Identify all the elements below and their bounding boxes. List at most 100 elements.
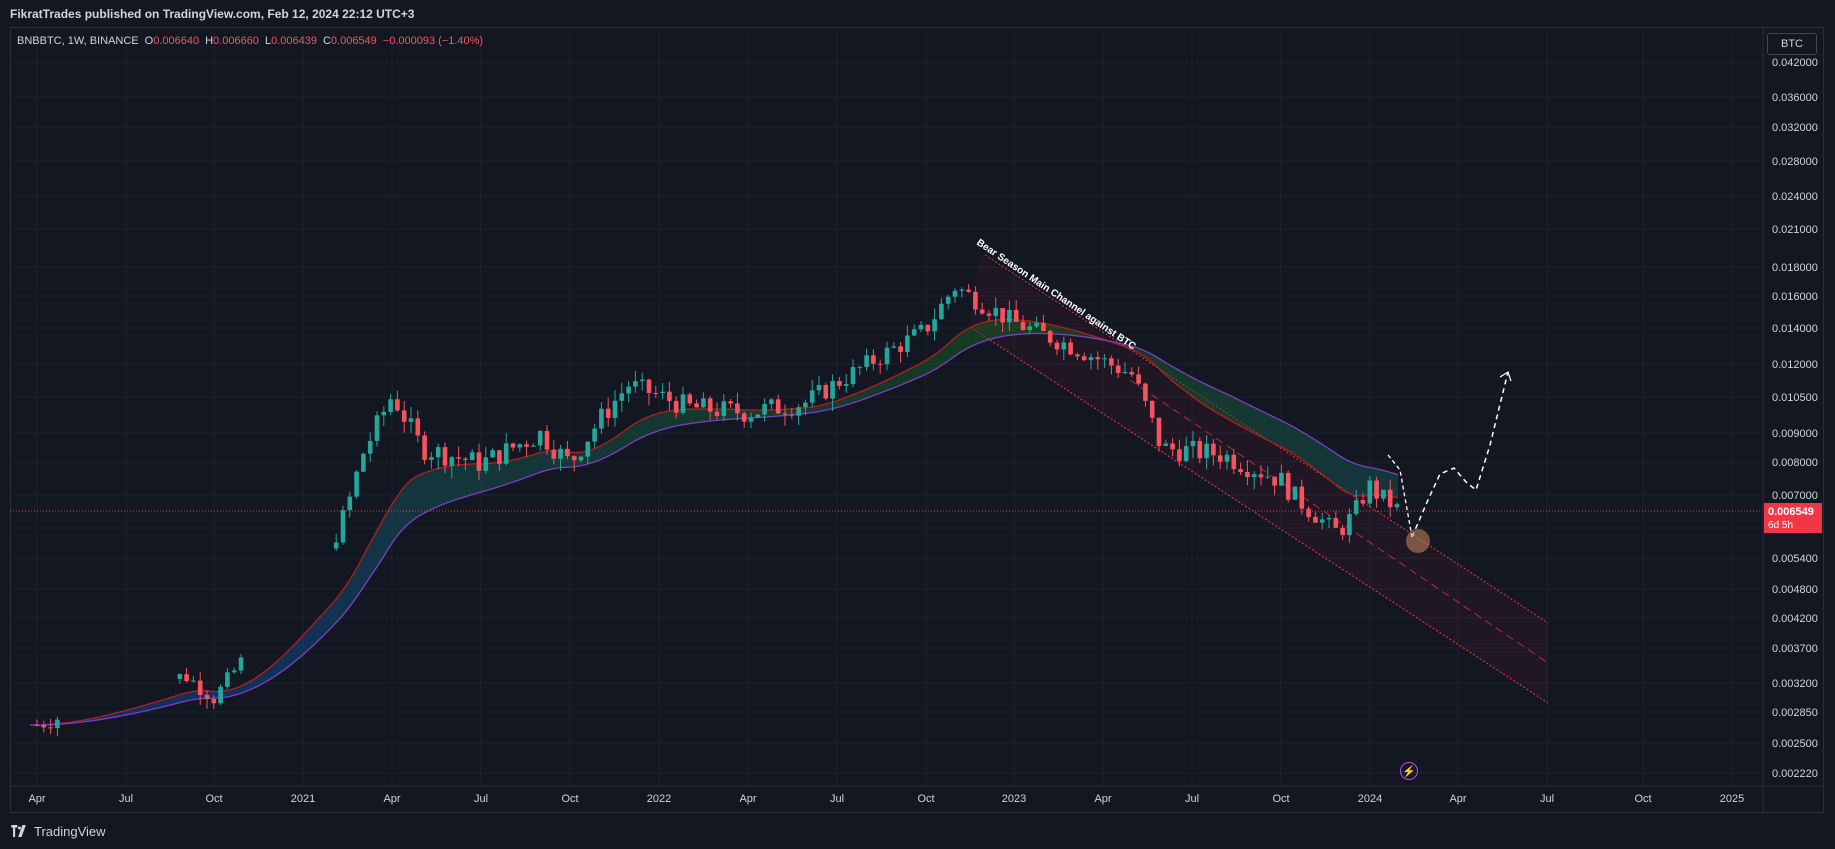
candle-body xyxy=(612,400,618,418)
candle-body xyxy=(762,404,767,415)
candle-body xyxy=(490,450,495,458)
candle-body xyxy=(884,347,890,365)
candle-body xyxy=(789,414,795,416)
footer-brand[interactable]: TradingView xyxy=(34,823,106,839)
candle-body xyxy=(177,674,183,680)
time-tick-label: Jul xyxy=(1185,793,1199,805)
candle-body xyxy=(599,408,604,429)
forecast-path xyxy=(1411,371,1509,538)
candle-body xyxy=(660,391,665,394)
candle-body xyxy=(986,313,992,316)
candle-body xyxy=(1217,455,1223,462)
price-tick-label: 0.002850 xyxy=(1772,707,1818,719)
price-tick-label: 0.003700 xyxy=(1772,643,1818,655)
candle-body xyxy=(510,443,516,448)
time-tick-label: 2023 xyxy=(1002,793,1026,805)
candles xyxy=(34,284,1400,737)
candle-body xyxy=(1075,354,1080,357)
price-tick-label: 0.012000 xyxy=(1772,359,1818,371)
ma-ribbon-fill xyxy=(30,319,1398,725)
time-tick-label: 2022 xyxy=(647,793,671,805)
open-label: O xyxy=(144,35,154,47)
candle-body xyxy=(626,386,631,394)
candle-body xyxy=(401,410,407,422)
candle-body xyxy=(1027,326,1033,331)
channel-lower-line xyxy=(969,326,1549,704)
time-tick-label: Apr xyxy=(1094,793,1111,805)
candle-body xyxy=(830,380,835,399)
candle-body xyxy=(741,413,747,422)
candle-body xyxy=(850,367,856,385)
candle-body xyxy=(1319,519,1325,523)
time-tick-label: Oct xyxy=(205,793,222,805)
time-tick-label: 2024 xyxy=(1358,793,1382,805)
candle-body xyxy=(898,346,903,352)
candle-body xyxy=(1333,517,1339,528)
high-label: H xyxy=(205,35,214,47)
chart-frame[interactable] xyxy=(10,27,1824,813)
candle-body xyxy=(775,399,781,414)
candle-body xyxy=(1285,472,1291,500)
candle-body xyxy=(646,379,652,393)
time-tick-label: Oct xyxy=(1634,793,1651,805)
candle-body xyxy=(381,411,387,416)
candle-body xyxy=(592,428,597,442)
candle-body xyxy=(816,385,822,391)
candle-body xyxy=(823,385,829,399)
time-tick-label: Apr xyxy=(28,793,45,805)
top-bar: FikratTrades published on TradingView.co… xyxy=(0,0,1835,27)
candle-body xyxy=(435,447,441,458)
price-tick-label: 0.016000 xyxy=(1772,291,1818,303)
candle-body xyxy=(979,309,985,314)
candle-body xyxy=(1020,321,1026,331)
candle-body xyxy=(395,399,400,411)
candle-body xyxy=(1197,440,1203,459)
target-circle xyxy=(1406,529,1430,553)
candle-body xyxy=(714,411,720,416)
candle-body xyxy=(721,401,727,416)
ma-slow-line xyxy=(30,332,1399,726)
current-price-tag: 0.006549 6d 5h xyxy=(1764,503,1822,533)
candle-body xyxy=(1163,443,1169,446)
price-tick-label: 0.004200 xyxy=(1772,613,1818,625)
time-tick-label: 2021 xyxy=(291,793,315,805)
candle-body xyxy=(483,457,489,471)
candle-body xyxy=(735,403,740,414)
candle-body xyxy=(728,401,733,404)
tradingview-logo-icon[interactable] xyxy=(10,825,28,837)
candle-body xyxy=(911,329,917,336)
candle-body xyxy=(748,417,754,422)
price-tick-label: 0.005400 xyxy=(1772,553,1818,565)
candle-body xyxy=(1245,472,1250,478)
candle-body xyxy=(463,458,468,461)
candle-body xyxy=(843,384,849,386)
candle-body xyxy=(1299,486,1305,509)
candle-body xyxy=(476,452,482,471)
candle-body xyxy=(1054,342,1060,350)
lightning-icon[interactable]: ⚡ xyxy=(1400,762,1418,780)
candle-body xyxy=(1013,309,1019,322)
candle-body xyxy=(1149,400,1155,418)
candle-body xyxy=(1122,371,1128,374)
candle-body xyxy=(633,381,638,387)
candle-body xyxy=(197,680,203,695)
symbol-label[interactable]: BNBBTC, 1W, BINANCE xyxy=(17,35,139,47)
candle-body xyxy=(469,452,475,461)
candle-body xyxy=(558,448,563,459)
candle-body xyxy=(184,674,189,682)
price-axis[interactable]: 0.042000 0.036000 0.032000 0.028000 0.024000… xyxy=(1772,57,1818,780)
candle-body xyxy=(973,291,978,310)
candle-body xyxy=(1265,476,1271,478)
currency-button[interactable]: BTC xyxy=(1767,33,1817,55)
candle-body xyxy=(1231,454,1237,470)
time-axis[interactable]: Apr Jul Oct 2021 Apr Jul Oct 2022 Apr Jul Oct 2023 A… xyxy=(28,793,1744,805)
candle-body xyxy=(225,672,230,687)
candle-body xyxy=(619,393,625,401)
candle-body xyxy=(707,398,713,412)
candle-body xyxy=(1394,504,1400,508)
high-value: 0.006660 xyxy=(213,35,259,47)
time-tick-label: Oct xyxy=(917,793,934,805)
candle-body xyxy=(701,398,706,408)
candle-body xyxy=(1313,516,1318,523)
